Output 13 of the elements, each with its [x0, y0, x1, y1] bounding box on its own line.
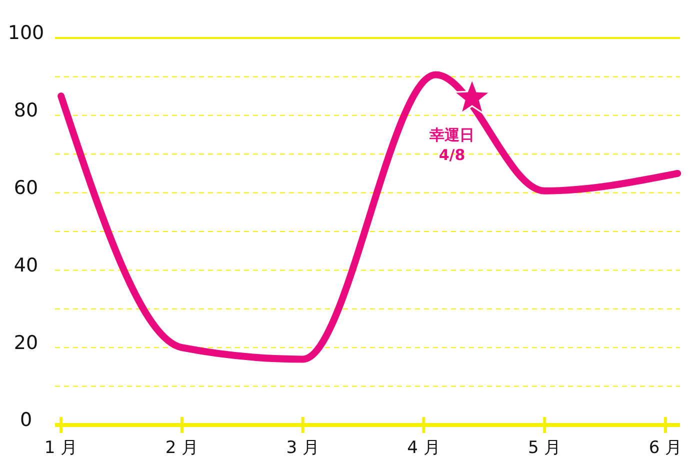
y-tick-label: 40: [14, 254, 38, 276]
x-tick-label: 6 月: [648, 438, 682, 458]
x-tick-label: 4 月: [407, 438, 440, 458]
x-tick-label: 5 月: [528, 438, 562, 458]
y-tick-label: 0: [20, 409, 32, 432]
x-tick-label: 3 月: [286, 438, 320, 458]
y-tick-label: 20: [14, 332, 38, 354]
x-tick-label: 2 月: [165, 438, 199, 458]
annotation: 幸運日 4/8: [428, 126, 475, 164]
y-tick-label: 100: [8, 22, 44, 44]
x-tick-label: 1 月: [44, 438, 78, 458]
y-tick-label: 80: [14, 100, 38, 122]
y-tick-label: 60: [14, 176, 38, 200]
